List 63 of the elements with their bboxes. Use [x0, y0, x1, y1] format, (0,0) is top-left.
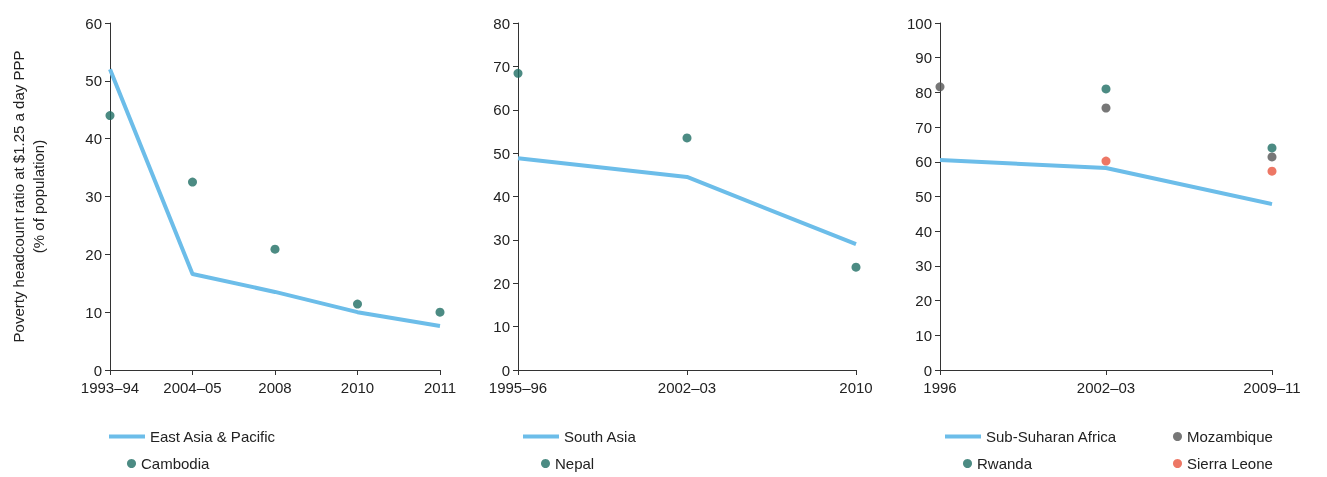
y-tick-label: 40: [915, 222, 932, 240]
x-tick-label: 2008: [258, 379, 292, 396]
y-tick-label: 40: [85, 130, 102, 148]
y-tick-label: 30: [85, 188, 102, 205]
y-tick-label: 0: [93, 361, 102, 379]
x-tick-label: 2011: [423, 379, 457, 396]
x-tick-label: 2002–03: [657, 379, 717, 396]
y-tick-label: 30: [915, 257, 932, 275]
y-tick-label: 60: [915, 153, 932, 171]
legend-label: Mozambique: [1187, 428, 1273, 445]
point: [851, 262, 861, 272]
y-tick-label: 60: [493, 101, 510, 119]
y-tick-label: 80: [915, 83, 932, 101]
x-tick-label: 1995–96: [488, 379, 548, 396]
y-tick-label: 20: [493, 274, 510, 292]
point: [435, 307, 445, 317]
y-tick-label: 70: [915, 118, 932, 136]
y-tick-label: 90: [915, 49, 932, 67]
y-tick-label: 10: [85, 303, 102, 321]
point: [682, 133, 692, 143]
y-tick-label: 0: [501, 361, 510, 379]
x-tick-label: 2004–05: [163, 379, 222, 396]
y-tick-label: 40: [493, 188, 510, 205]
y-axis-title: Poverty headcount ratio at $1.25 a day PPP (% of population): [9, 50, 47, 343]
point: [513, 68, 523, 78]
legend-label: Nepal: [555, 455, 595, 472]
y-tick-label: 20: [915, 292, 932, 310]
legend-label: Sub-Suharan Africa: [986, 428, 1117, 445]
x-tick-label: 1996: [923, 379, 957, 396]
point: [105, 111, 115, 121]
point: [1101, 84, 1111, 94]
legend-label: Cambodia: [141, 455, 211, 472]
y-tick-label: 70: [493, 57, 510, 75]
y-tick-label: 10: [915, 326, 932, 344]
y-tick-label: 50: [85, 72, 102, 90]
legend-label: South Asia: [564, 428, 637, 445]
y-tick-label: 30: [493, 231, 510, 249]
y-tick-label: 10: [493, 318, 510, 336]
y-tick-label: 50: [915, 188, 932, 205]
legend-label: Sierra Leone: [1187, 455, 1273, 472]
point: [1101, 103, 1111, 113]
point: [1101, 156, 1111, 166]
y-tick-label: 60: [85, 14, 102, 32]
y-tick-label: 80: [493, 14, 510, 32]
point: [270, 244, 280, 254]
x-tick-label: 2002–03: [1076, 379, 1136, 396]
line-series: [108, 67, 442, 329]
legend-label: East Asia & Pacific: [150, 428, 276, 445]
point: [1267, 152, 1277, 162]
y-tick-label: 0: [923, 361, 932, 379]
y-tick-label: 50: [493, 144, 510, 162]
x-tick-label: 2010: [340, 379, 375, 396]
point: [1267, 143, 1277, 153]
y-tick-label: 100: [906, 14, 932, 32]
x-tick-label: 2009–11: [1243, 379, 1301, 396]
x-tick-label: 1993–94: [80, 379, 140, 396]
point: [935, 82, 945, 92]
legend-label: Rwanda: [977, 455, 1033, 472]
y-tick-label: 20: [85, 245, 102, 263]
x-tick-label: 2010: [839, 379, 873, 396]
point: [1267, 166, 1277, 176]
point: [188, 177, 197, 187]
point: [353, 299, 362, 309]
